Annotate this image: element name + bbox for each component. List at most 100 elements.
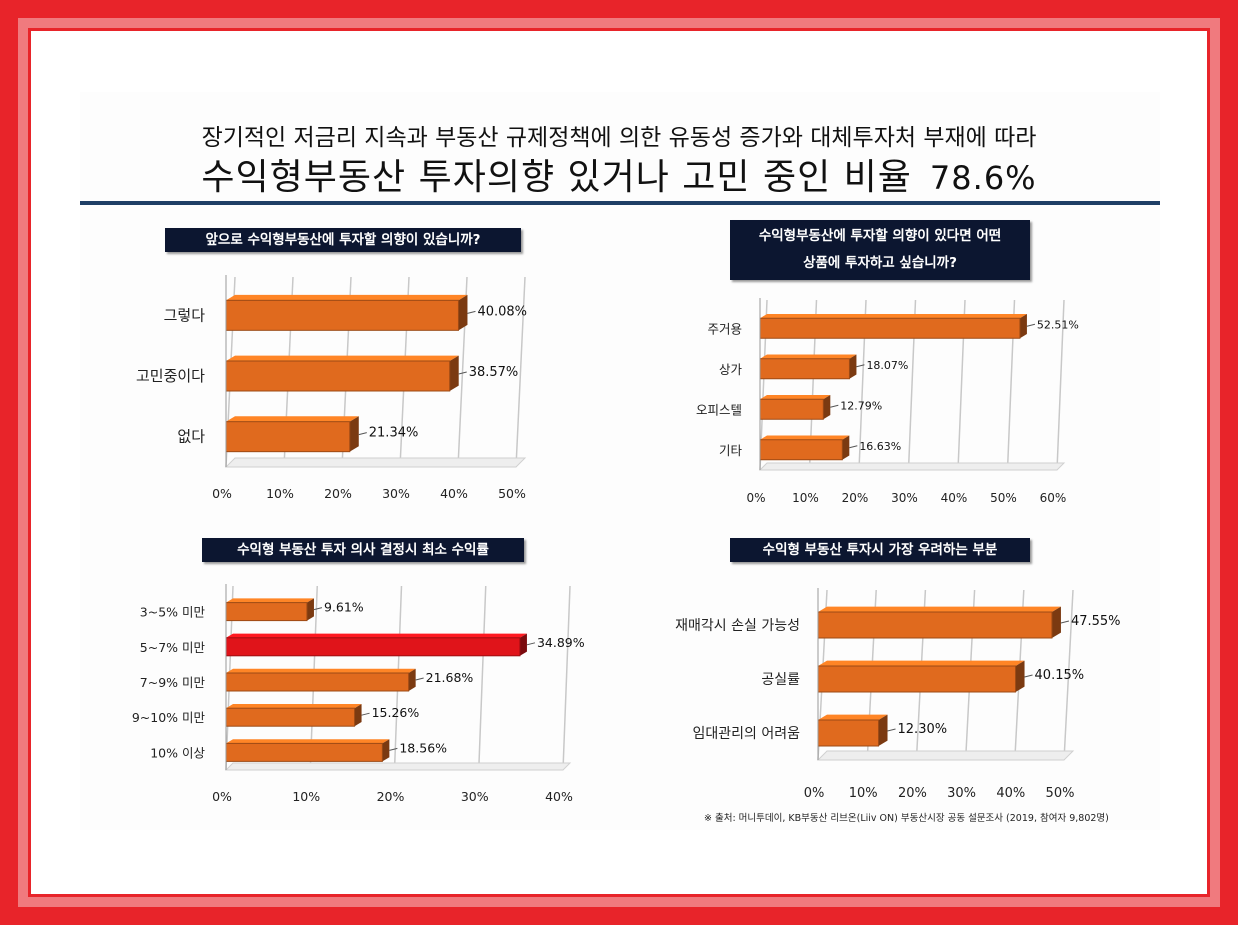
chart1-question-line1: 앞으로 수익형부동산에 투자할 의향이 있습니까? <box>205 232 481 248</box>
bar-top-face <box>760 395 831 400</box>
bar-side-face <box>1015 660 1025 692</box>
category-label: 기타 <box>719 443 743 458</box>
bar-side-face <box>1019 314 1027 339</box>
bar-side-face <box>849 354 857 379</box>
chart2-question: 수익형부동산에 투자할 의향이 있다면 어떤 상품에 투자하고 싶습니까? <box>730 220 1030 280</box>
bar-side-face <box>349 416 359 452</box>
chart1-question: 앞으로 수익형부동산에 투자할 의향이 있습니까? <box>165 228 521 252</box>
bar-side-face <box>519 633 527 656</box>
category-label: 7~9% 미만 <box>140 675 206 690</box>
bar-top-face <box>226 739 390 744</box>
category-label: 임대관리의 어려움 <box>693 726 801 742</box>
x-tick-label: 40% <box>545 789 573 804</box>
x-tick-label: 20% <box>377 789 405 804</box>
bar-top-face <box>226 294 468 301</box>
label-leader <box>830 404 839 408</box>
chart-floor <box>224 457 527 468</box>
bar <box>225 299 459 331</box>
data-label: 47.55% <box>1071 614 1121 629</box>
x-tick-label: 20% <box>898 786 927 801</box>
title-text: 수익형부동산 투자의향 있거나 고민 중인 비율 <box>201 157 912 198</box>
bar-top-face <box>760 435 850 440</box>
decorative-frame-inner <box>18 18 1220 907</box>
data-label: 21.68% <box>426 670 474 685</box>
x-tick-label: 50% <box>498 486 526 501</box>
x-tick-label: 30% <box>891 491 918 505</box>
bar-side-face <box>354 704 362 727</box>
bar-top-face <box>226 355 459 361</box>
x-tick-label: 30% <box>382 486 410 501</box>
data-label: 40.08% <box>477 304 527 319</box>
chart2-question-line1: 수익형부동산에 투자할 의향이 있다면 어떤 <box>758 228 1002 244</box>
bar-side-face <box>842 435 850 460</box>
bar <box>817 719 880 747</box>
category-label: 10% 이상 <box>150 745 205 760</box>
label-leader <box>526 642 536 646</box>
data-label: 15.26% <box>372 705 420 720</box>
x-tick-label: 40% <box>440 486 468 501</box>
bar-side-face <box>306 598 314 621</box>
bar-side-face <box>449 355 459 391</box>
bar <box>817 611 1053 639</box>
label-leader <box>458 371 467 375</box>
bar <box>817 665 1017 693</box>
x-tick-label: 10% <box>266 486 294 501</box>
data-label: 12.79% <box>840 399 882 412</box>
x-tick-label: 20% <box>842 491 869 505</box>
x-tick-label: 10% <box>292 789 320 804</box>
x-tick-label: 30% <box>461 789 489 804</box>
bar-side-face <box>382 739 390 762</box>
bar-top-face <box>226 668 416 673</box>
x-tick-label: 50% <box>990 491 1017 505</box>
data-label: 18.56% <box>399 740 447 755</box>
page-subtitle: 장기적인 저금리 지속과 부동산 규제정책에 의한 유동성 증가와 대체투자처 … <box>201 125 1037 151</box>
bar-side-face <box>408 668 416 691</box>
gridline <box>1063 589 1074 761</box>
x-tick-label: 10% <box>792 491 819 505</box>
bar-top-face <box>818 714 888 720</box>
category-label: 오피스텔 <box>696 402 742 417</box>
x-tick-label: 60% <box>1040 491 1067 505</box>
label-leader <box>856 364 865 368</box>
label-leader <box>415 677 424 681</box>
data-label: 40.15% <box>1035 668 1085 683</box>
label-leader <box>358 432 367 436</box>
source-note: ※ 출처: 머니투데이, KB부동산 리브온(Liiv ON) 부동산시장 공동… <box>704 813 1109 824</box>
data-label: 34.89% <box>537 635 585 650</box>
bar-top-face <box>226 633 527 638</box>
gridline <box>478 585 487 771</box>
category-label: 5~7% 미만 <box>140 640 206 655</box>
bar-top-face <box>818 606 1061 612</box>
category-label: 9~10% 미만 <box>132 710 206 725</box>
bar-top-face <box>226 704 362 709</box>
chart2-question-line2: 상품에 투자하고 싶습니까? <box>803 255 957 271</box>
data-label: 21.34% <box>369 426 419 441</box>
bar-top-face <box>760 354 857 359</box>
label-leader <box>313 607 323 611</box>
category-label: 재매각시 손실 가능성 <box>675 618 800 634</box>
label-leader <box>389 747 398 751</box>
gridline <box>1056 299 1065 471</box>
x-tick-label: 40% <box>941 491 968 505</box>
data-label: 16.63% <box>859 440 901 453</box>
label-leader <box>1026 323 1036 327</box>
data-label: 18.07% <box>866 359 908 372</box>
page-title: 수익형부동산 투자의향 있거나 고민 중인 비율 78.6% <box>0 148 1238 200</box>
chart3-question: 수익형 부동산 투자 의사 결정시 최소 수익률 <box>202 538 524 562</box>
bar-top-face <box>226 416 359 422</box>
x-tick-label: 40% <box>996 786 1025 801</box>
chart3-question-line1: 수익형 부동산 투자 의사 결정시 최소 수익률 <box>237 542 489 558</box>
gridline <box>562 585 571 771</box>
data-label: 12.30% <box>898 722 948 737</box>
bar-top-face <box>818 660 1025 666</box>
x-tick-label: 50% <box>1046 786 1075 801</box>
x-tick-label: 0% <box>212 789 232 804</box>
x-tick-label: 0% <box>746 491 765 505</box>
label-leader <box>1060 620 1070 624</box>
bar-side-face <box>458 294 468 331</box>
title-percentage: 78.6% <box>929 159 1037 197</box>
title-divider <box>80 201 1160 205</box>
